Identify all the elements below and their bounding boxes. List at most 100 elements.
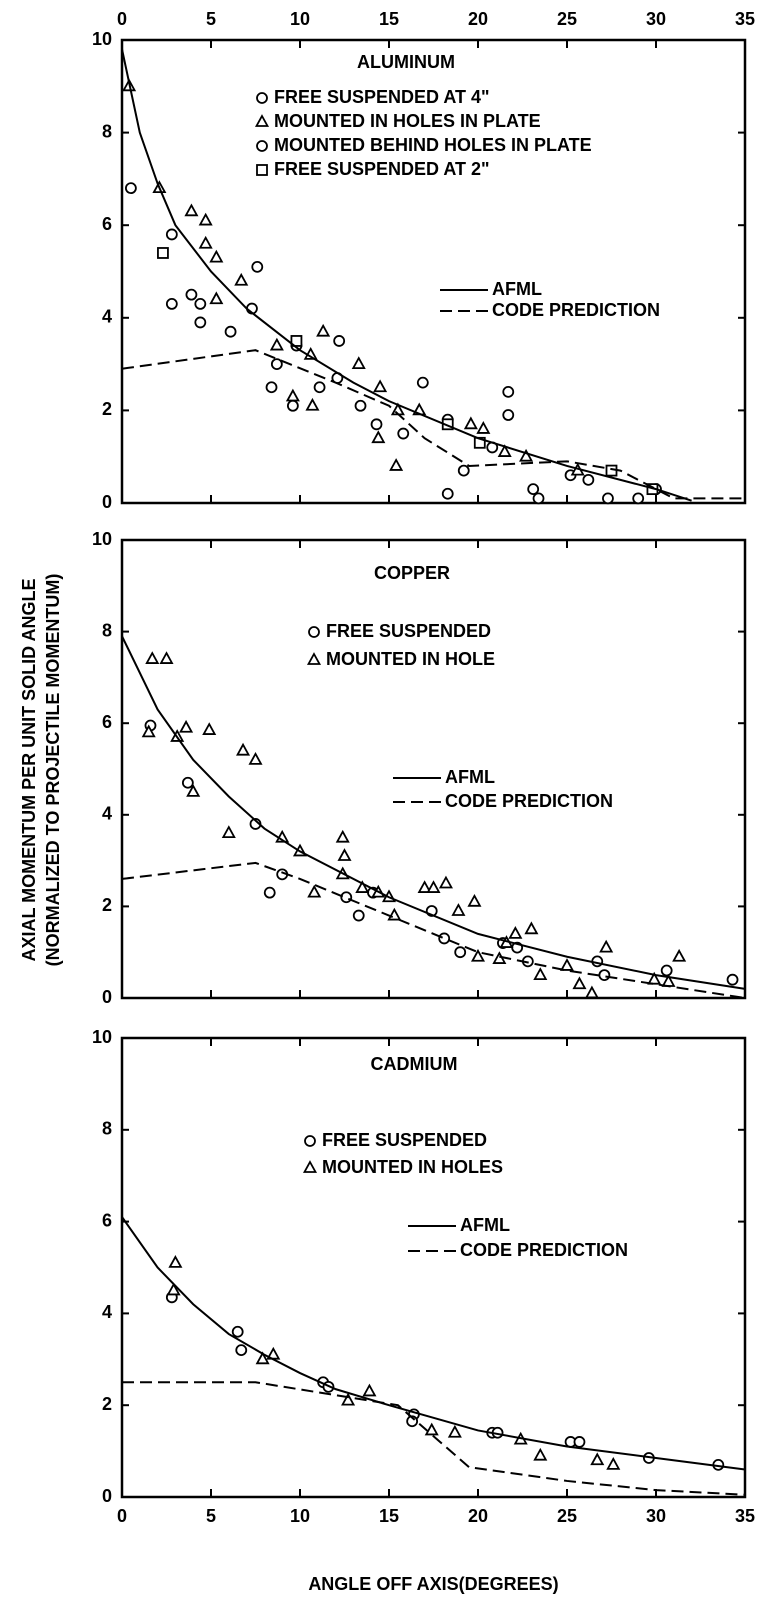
triangle-marker (186, 784, 201, 797)
circle-marker (416, 376, 429, 389)
circle-marker (256, 92, 268, 104)
circle-marker (224, 325, 237, 338)
circle-marker (194, 316, 207, 329)
circle-marker (286, 399, 299, 412)
y-tick-label: 2 (102, 895, 112, 915)
triangle-marker (341, 1392, 356, 1406)
y-tick-label: 10 (92, 1027, 112, 1047)
x-tick-label: 20 (468, 9, 488, 29)
square-marker (290, 335, 303, 347)
square-marker (256, 164, 268, 176)
circle-marker (165, 298, 178, 310)
legend-label: AFML (492, 279, 542, 299)
triangle-marker (166, 1282, 181, 1296)
legend-label: CODE PREDICTION (445, 791, 613, 811)
triangle-marker (254, 114, 270, 127)
circle-marker (438, 932, 451, 945)
curve (121, 1216, 746, 1471)
legend-label: MOUNTED IN HOLE (326, 649, 495, 669)
circle-marker (602, 492, 614, 505)
circle-marker (235, 1344, 248, 1357)
triangle-marker (355, 880, 370, 893)
circle-marker (194, 298, 207, 310)
circle-marker (265, 381, 278, 394)
triangle-marker (672, 948, 687, 962)
legend-label: FREE SUSPENDED (322, 1130, 487, 1150)
legend-label: FREE SUSPENDED (326, 621, 491, 641)
triangle-marker (303, 346, 318, 360)
x-axis-title: ANGLE OFF AXIS(DEGREES) (308, 1574, 558, 1594)
y-tick-label: 6 (102, 1210, 112, 1230)
triangle-marker (524, 921, 539, 935)
legend-label: AFML (445, 767, 495, 787)
circle-marker (352, 909, 365, 922)
triangle-marker (572, 976, 587, 990)
x-tick-label: 10 (290, 9, 310, 29)
curve (121, 349, 745, 500)
y-tick-label: 0 (102, 987, 112, 1007)
circle-marker (340, 891, 353, 904)
triangle-marker (590, 1452, 605, 1466)
circle-marker (598, 969, 611, 981)
y-tick-label: 4 (102, 1302, 112, 1322)
triangle-marker (221, 825, 236, 839)
triangle-marker (497, 444, 512, 457)
circle-marker (308, 626, 320, 638)
y-tick-label: 6 (102, 712, 112, 732)
y-tick-label: 0 (102, 492, 112, 512)
curve (121, 49, 692, 502)
x-tick-label: 30 (646, 9, 666, 29)
y-axis-title: AXIAL MOMENTUM PER UNIT SOLID ANGLE (19, 578, 39, 961)
x-tick-label: 25 (557, 9, 577, 29)
triangle-marker (559, 958, 575, 971)
circle-marker (124, 182, 137, 195)
triangle-marker (373, 379, 388, 393)
y-tick-label: 8 (102, 1119, 112, 1139)
triangle-marker (387, 907, 402, 921)
triangle-marker (533, 1447, 548, 1461)
y-axis-title: (NORMALIZED TO PROJECTILE MOMENTUM) (43, 574, 63, 967)
x-tick-label: 0 (117, 9, 127, 29)
circle-marker (304, 1135, 316, 1147)
x-tick-label: 15 (379, 9, 399, 29)
x-tick-label: 35 (735, 9, 755, 29)
legend-label: AFML (460, 1215, 510, 1235)
triangle-marker (168, 1255, 183, 1268)
triangle-marker (606, 1457, 621, 1470)
circle-marker (457, 464, 470, 477)
triangle-marker (417, 880, 432, 893)
legend-label: FREE SUSPENDED AT 4" (274, 87, 490, 107)
y-tick-label: 2 (102, 399, 112, 419)
panel-title: CADMIUM (371, 1054, 458, 1074)
triangle-marker (389, 458, 404, 471)
circle-marker (397, 427, 410, 440)
legend-label: MOUNTED IN HOLES (322, 1157, 503, 1177)
circle-marker (502, 409, 515, 421)
legend-label: MOUNTED IN HOLES IN PLATE (274, 111, 541, 131)
triangle-marker (470, 948, 486, 962)
circle-marker (532, 492, 545, 505)
circle-marker (251, 260, 264, 273)
triangle-marker (198, 212, 213, 226)
triangle-marker (424, 1422, 439, 1436)
x-tick-label: 5 (206, 1506, 216, 1526)
triangle-marker (647, 971, 662, 985)
circle-marker (231, 1325, 244, 1338)
circle-marker (185, 288, 198, 301)
triangle-marker (179, 719, 194, 733)
y-tick-label: 0 (102, 1486, 112, 1506)
circle-marker (333, 335, 346, 347)
x-tick-label: 35 (735, 1506, 755, 1526)
triangle-marker (269, 337, 284, 351)
triangle-marker (209, 249, 224, 263)
triangle-marker (351, 356, 366, 369)
legend-label: CODE PREDICTION (460, 1240, 628, 1260)
circle-marker (270, 358, 283, 371)
circle-marker (313, 381, 326, 394)
curve (121, 861, 746, 999)
panel-title: ALUMINUM (357, 52, 455, 72)
circle-marker (165, 228, 178, 241)
triangle-marker (584, 985, 599, 999)
triangle-marker (141, 724, 156, 738)
triangle-marker (145, 651, 160, 664)
